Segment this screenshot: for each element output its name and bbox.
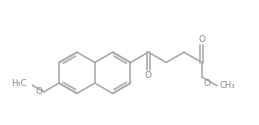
Text: H₃C: H₃C [11, 79, 27, 88]
Text: CH₃: CH₃ [219, 81, 235, 90]
Text: O: O [36, 87, 43, 96]
Text: O: O [198, 35, 205, 44]
Text: O: O [145, 71, 152, 80]
Text: O: O [204, 79, 211, 88]
